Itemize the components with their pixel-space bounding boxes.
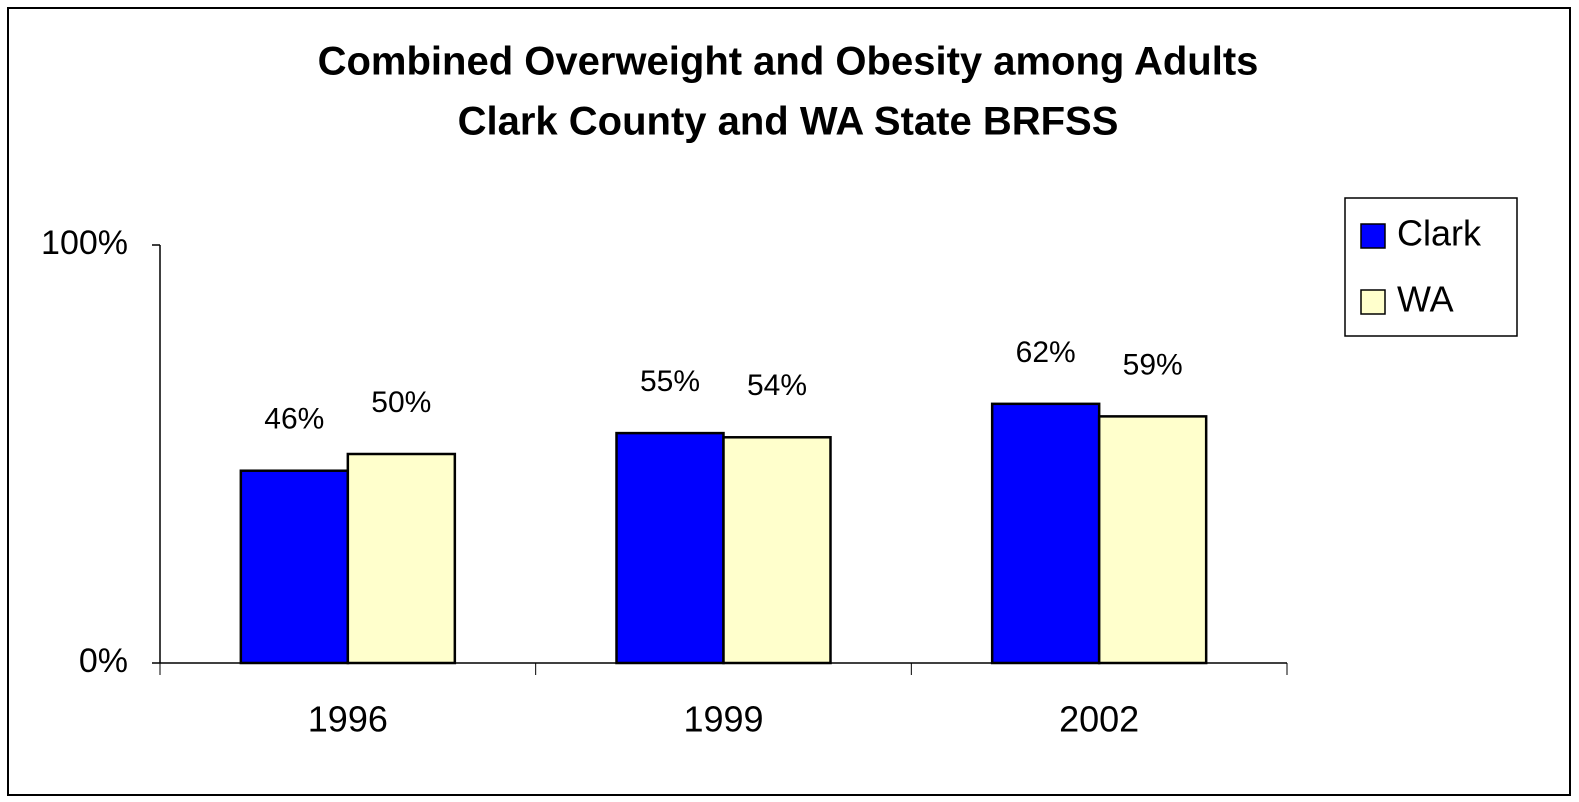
legend-swatch [1360, 289, 1386, 315]
bar [722, 436, 832, 665]
data-label: 46% [264, 403, 324, 436]
bar [346, 452, 457, 665]
y-tick-label: 100% [41, 224, 128, 262]
legend-label: Clark [1397, 213, 1482, 254]
data-label: 62% [1016, 336, 1076, 369]
bar [239, 469, 350, 665]
chart-subtitle: Clark County and WA State BRFSS [458, 100, 1119, 144]
legend-label: WA [1397, 279, 1454, 320]
x-tick-label: 1996 [308, 699, 388, 740]
y-tick-label: 0% [79, 642, 128, 680]
x-tick-label: 1999 [683, 699, 763, 740]
chart-title: Combined Overweight and Obesity among Ad… [318, 40, 1259, 84]
x-tick-label: 2002 [1059, 699, 1139, 740]
data-label: 59% [1123, 348, 1183, 381]
data-label: 55% [640, 365, 700, 398]
data-label: 50% [371, 386, 431, 419]
bar [990, 402, 1101, 665]
data-label: 54% [747, 369, 807, 402]
bar [615, 431, 725, 665]
legend-swatch [1360, 223, 1386, 249]
bar [1097, 415, 1208, 665]
